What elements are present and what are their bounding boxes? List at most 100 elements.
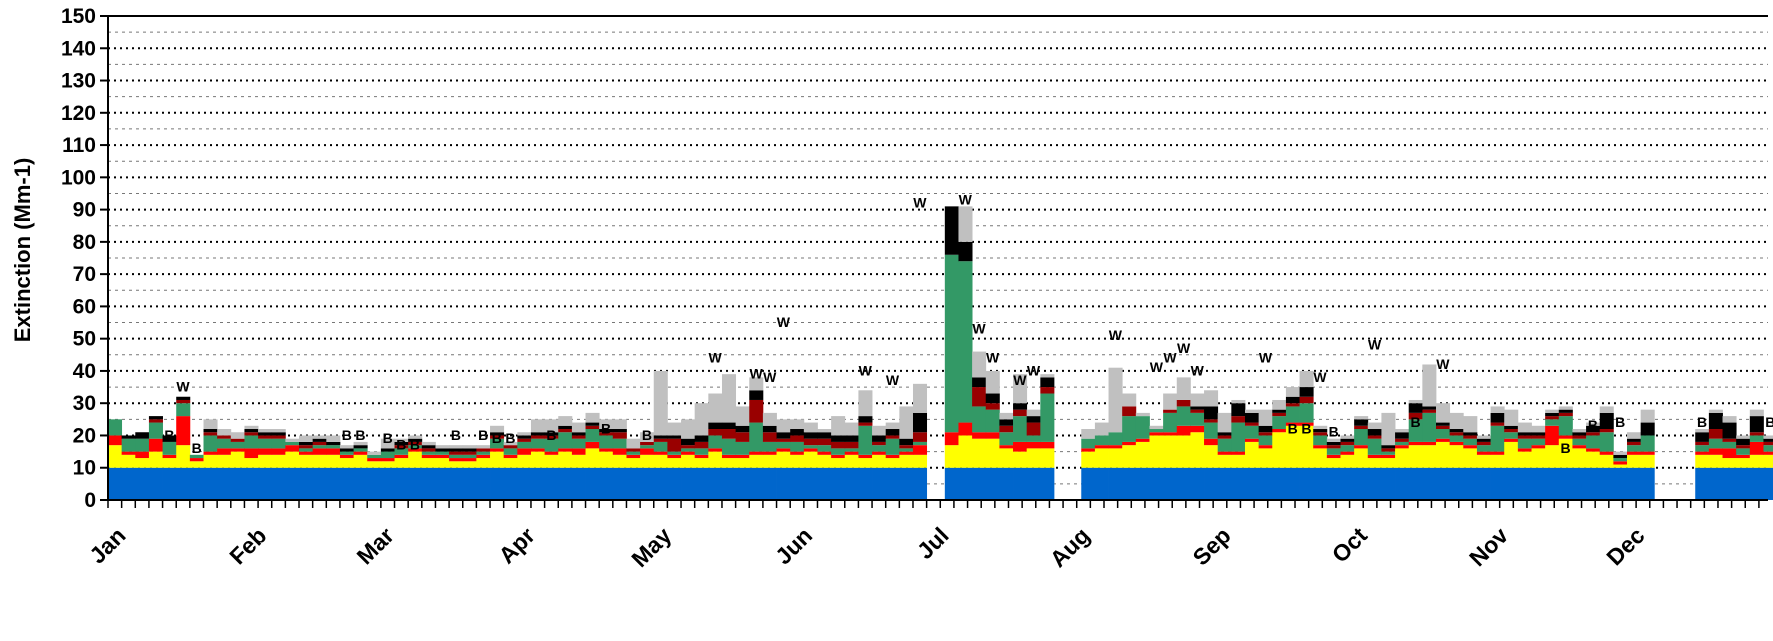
- bar-segment: [449, 467, 464, 500]
- bar-segment: [394, 467, 409, 500]
- bar-segment: [490, 438, 505, 449]
- bar-segment: [203, 451, 218, 455]
- bar-segment: [1231, 416, 1246, 423]
- bar-segment: [1285, 467, 1300, 500]
- bar-segment: [872, 435, 887, 442]
- bar-segment: [790, 441, 805, 452]
- bar-segment: [599, 448, 614, 452]
- bar-segment: [1463, 432, 1478, 436]
- bar-segment: [108, 435, 123, 446]
- bar-segment: [1490, 412, 1505, 423]
- bar-segment: [1354, 425, 1369, 430]
- bar-segment: [985, 393, 1000, 404]
- bar-segment: [271, 448, 286, 455]
- flag-label: W: [1191, 362, 1205, 378]
- bar-segment: [999, 412, 1014, 420]
- bar-segment: [1149, 467, 1164, 500]
- flag-label: B: [342, 427, 352, 443]
- bar-segment: [299, 445, 314, 449]
- bar-segment: [735, 454, 750, 459]
- bar-segment: [626, 458, 641, 468]
- bar-segment: [1627, 432, 1642, 439]
- bar-segment: [667, 422, 682, 436]
- bar-segment: [1122, 416, 1137, 442]
- bar-segment: [271, 454, 286, 468]
- bar-segment: [339, 445, 354, 449]
- y-tick-label: 130: [61, 70, 96, 93]
- bar-segment: [1708, 429, 1723, 439]
- flag-label: W: [1109, 327, 1123, 343]
- bar-segment: [803, 451, 818, 468]
- bar-segment: [762, 432, 777, 442]
- bar-segment: [1149, 425, 1164, 430]
- bar-segment: [749, 422, 764, 452]
- bar-segment: [1449, 432, 1464, 436]
- bar-segment: [380, 458, 395, 462]
- bar-segment: [421, 441, 436, 446]
- bar-segment: [1613, 461, 1628, 465]
- bar-segment: [1354, 429, 1369, 446]
- bar-segment: [176, 399, 191, 404]
- bar-segment: [1354, 419, 1369, 426]
- bar-segment: [121, 454, 136, 468]
- bar-segment: [258, 454, 273, 468]
- flag-label: W: [1313, 369, 1327, 385]
- bar-segment: [1749, 467, 1764, 500]
- bar-segment: [1572, 432, 1587, 436]
- bar-segment: [1476, 454, 1491, 468]
- bar-segment: [653, 467, 668, 500]
- bar-segment: [408, 467, 423, 500]
- bar-segment: [762, 425, 777, 433]
- bar-segment: [394, 445, 409, 449]
- bar-segment: [517, 448, 532, 455]
- bar-segment: [1013, 451, 1028, 468]
- bar-segment: [972, 406, 987, 433]
- bar-segment: [1163, 432, 1178, 436]
- bar-segment: [517, 441, 532, 449]
- bar-segment: [1558, 438, 1573, 468]
- bar-segment: [490, 448, 505, 452]
- flag-label: B: [164, 427, 174, 443]
- bar-segment: [339, 458, 354, 468]
- bar-segment: [599, 432, 614, 436]
- bar-segment: [1217, 467, 1232, 500]
- bar-segment: [749, 377, 764, 391]
- bar-segment: [1122, 467, 1137, 500]
- bar-segment: [1572, 445, 1587, 449]
- bar-segment: [1340, 451, 1355, 455]
- bar-segment: [1395, 448, 1410, 468]
- bar-segment: [708, 429, 723, 436]
- bar-segment: [790, 451, 805, 455]
- bar-segment: [790, 467, 805, 500]
- bar-segment: [1244, 438, 1260, 442]
- bar-segment: [1586, 422, 1601, 426]
- bar-segment: [1531, 425, 1546, 433]
- flag-label: B: [492, 430, 502, 446]
- bar-segment: [972, 438, 987, 468]
- bar-segment: [1722, 422, 1737, 439]
- bar-segment: [1422, 467, 1437, 500]
- bar-segment: [1572, 435, 1587, 439]
- bar-segment: [1285, 425, 1300, 468]
- bar-segment: [462, 451, 477, 455]
- bar-segment: [899, 406, 914, 439]
- bar-segment: [999, 445, 1014, 449]
- bar-segment: [1340, 467, 1355, 500]
- bar-segment: [176, 416, 191, 446]
- bar-segment: [1204, 390, 1219, 407]
- bar-segment: [1408, 412, 1423, 420]
- bar-segment: [312, 445, 327, 449]
- bar-segment: [503, 441, 518, 446]
- bar-segment: [108, 467, 123, 500]
- bar-segment: [776, 438, 791, 442]
- bar-segment: [148, 419, 163, 423]
- bar-segment: [749, 451, 764, 455]
- bar-segment: [162, 454, 177, 459]
- bar-segment: [1081, 467, 1096, 500]
- bar-segment: [817, 445, 832, 452]
- bar-segment: [1736, 445, 1751, 449]
- bar-segment: [667, 435, 682, 439]
- bar-segment: [1381, 445, 1396, 449]
- bar-segment: [1244, 412, 1260, 423]
- bar-segment: [858, 467, 873, 500]
